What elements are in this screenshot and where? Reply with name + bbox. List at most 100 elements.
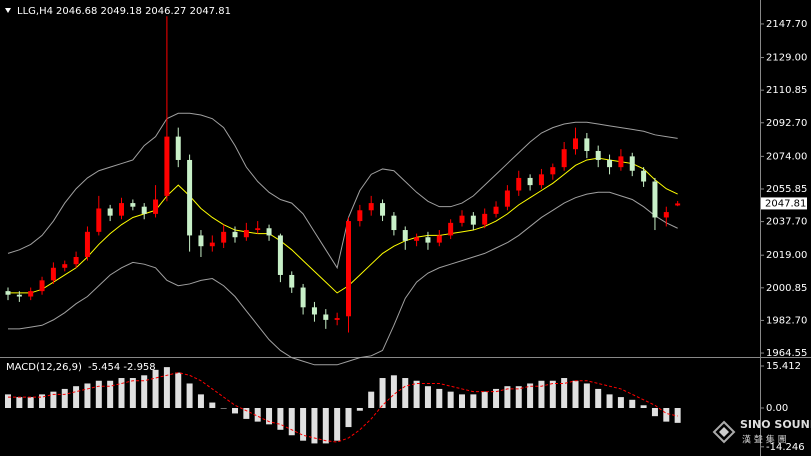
macd-bar — [129, 378, 136, 408]
macd-bar — [561, 378, 568, 408]
signal-line — [8, 372, 678, 443]
candle-body — [266, 228, 272, 236]
macd-bar — [356, 407, 363, 411]
macd-bar — [674, 407, 681, 423]
y-tick-label: -14.246 — [766, 442, 805, 453]
macd-bar — [73, 386, 80, 408]
y-tick-label: 1964.55 — [766, 348, 807, 359]
candle-body — [470, 215, 476, 225]
macd-bar — [493, 388, 500, 408]
macd-bar — [640, 405, 647, 408]
candle-body — [5, 291, 11, 295]
macd-bar — [515, 386, 522, 408]
y-tick-label: 2037.70 — [766, 217, 807, 228]
current-price-label: 2047.81 — [765, 198, 806, 209]
candle-body — [107, 208, 113, 216]
candle-body — [221, 231, 227, 243]
macd-bar — [186, 383, 193, 408]
candle-body — [618, 156, 624, 168]
macd-bar — [629, 399, 636, 408]
candle-body — [425, 237, 431, 243]
candle-body — [164, 136, 170, 196]
candle-body — [187, 159, 193, 236]
candle-body — [119, 203, 124, 216]
candle-body — [311, 307, 317, 315]
logo: SINO SOUND 漢 聲 集 團 — [712, 418, 811, 446]
candle-body — [550, 167, 556, 175]
macd-bar — [266, 407, 273, 425]
candle-body — [675, 203, 681, 206]
y-tick-label: 1982.70 — [766, 315, 807, 326]
candle-body — [141, 206, 147, 214]
candle-body — [50, 267, 56, 281]
candle-body — [561, 149, 567, 168]
macd-bar — [152, 369, 159, 408]
candle-body — [414, 237, 420, 241]
y-tick-label: 2019.00 — [766, 250, 807, 261]
current-price-box — [761, 197, 807, 210]
indicator-line — [7, 112, 678, 270]
logo-name: SINO SOUND — [740, 418, 811, 431]
macd-bar — [538, 380, 545, 408]
macd-bar — [595, 388, 602, 408]
candle-body — [641, 170, 647, 182]
candle-body — [584, 138, 590, 151]
candle-body — [334, 318, 340, 320]
macd-title: MACD(12,26,9) — [6, 362, 82, 373]
macd-bar — [617, 397, 624, 408]
macd-bar — [27, 397, 34, 408]
candle-body — [153, 199, 159, 214]
macd-bar — [209, 402, 216, 408]
macd-bar — [300, 407, 307, 441]
y-tick-label: 2147.70 — [766, 19, 807, 30]
macd-bar — [459, 394, 465, 408]
macd-bar — [447, 391, 454, 408]
macd-bar — [5, 394, 11, 408]
candle-body — [232, 231, 238, 238]
candle-body — [482, 213, 488, 225]
macd-bar — [61, 388, 68, 408]
y-tick-label: 2110.85 — [766, 85, 807, 96]
candle-body — [391, 215, 397, 231]
macd-bar — [141, 375, 148, 408]
candle-body — [380, 203, 386, 216]
macd-bar — [606, 394, 613, 408]
logo-icon — [712, 420, 736, 444]
macd-bar — [527, 383, 534, 408]
indicator-line — [8, 157, 678, 294]
macd-bar — [84, 383, 91, 408]
candle-body — [255, 228, 261, 231]
candle-body — [130, 203, 136, 207]
macd-bar — [504, 386, 511, 408]
logo-subtitle: 漢 聲 集 團 — [742, 434, 787, 446]
candle-body — [595, 150, 601, 160]
candle-body — [629, 156, 635, 171]
candle-body — [493, 206, 499, 214]
candle-body — [16, 294, 22, 297]
macd-bar — [413, 380, 420, 408]
indicator-line — [8, 191, 678, 366]
candle-body — [277, 235, 283, 275]
menu-arrow[interactable] — [5, 8, 11, 13]
macd-bar — [175, 372, 182, 408]
candle-body — [243, 230, 249, 238]
macd-bar — [277, 407, 284, 430]
macd-bar — [583, 383, 590, 408]
macd-bar — [254, 407, 261, 422]
candle-body — [368, 203, 374, 211]
macd-bar — [243, 407, 250, 419]
candle-body — [346, 221, 351, 317]
macd-bar — [651, 407, 658, 417]
macd-bar — [197, 394, 204, 408]
macd-bar — [379, 378, 386, 408]
macd-bar — [95, 380, 102, 408]
candle-body — [663, 212, 669, 218]
candle-body — [357, 210, 363, 222]
candle-body — [402, 230, 408, 241]
y-tick-label: 0.00 — [766, 403, 788, 414]
candle-body — [516, 177, 522, 191]
candle-body — [527, 177, 533, 186]
candle-body — [62, 264, 68, 268]
macd-bar — [436, 388, 443, 408]
